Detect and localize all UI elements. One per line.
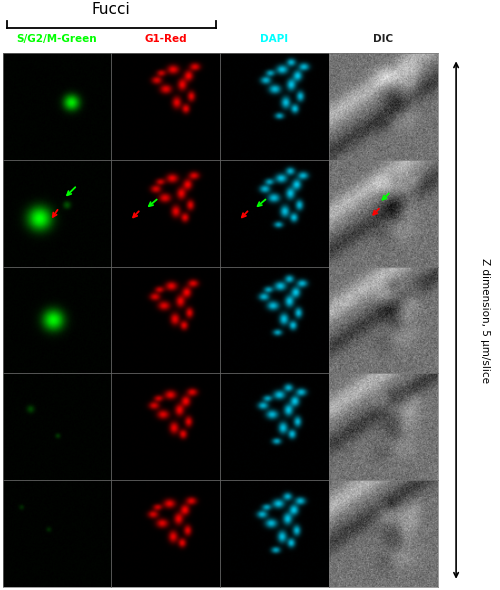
Text: Z dimension, 5 μm/slice: Z dimension, 5 μm/slice (480, 258, 490, 382)
Text: DAPI: DAPI (260, 34, 288, 44)
Text: S/G2/M-Green: S/G2/M-Green (16, 34, 97, 44)
Text: DIC: DIC (373, 34, 393, 44)
Text: G1-Red: G1-Red (144, 34, 187, 44)
Text: Fucci: Fucci (92, 2, 130, 17)
